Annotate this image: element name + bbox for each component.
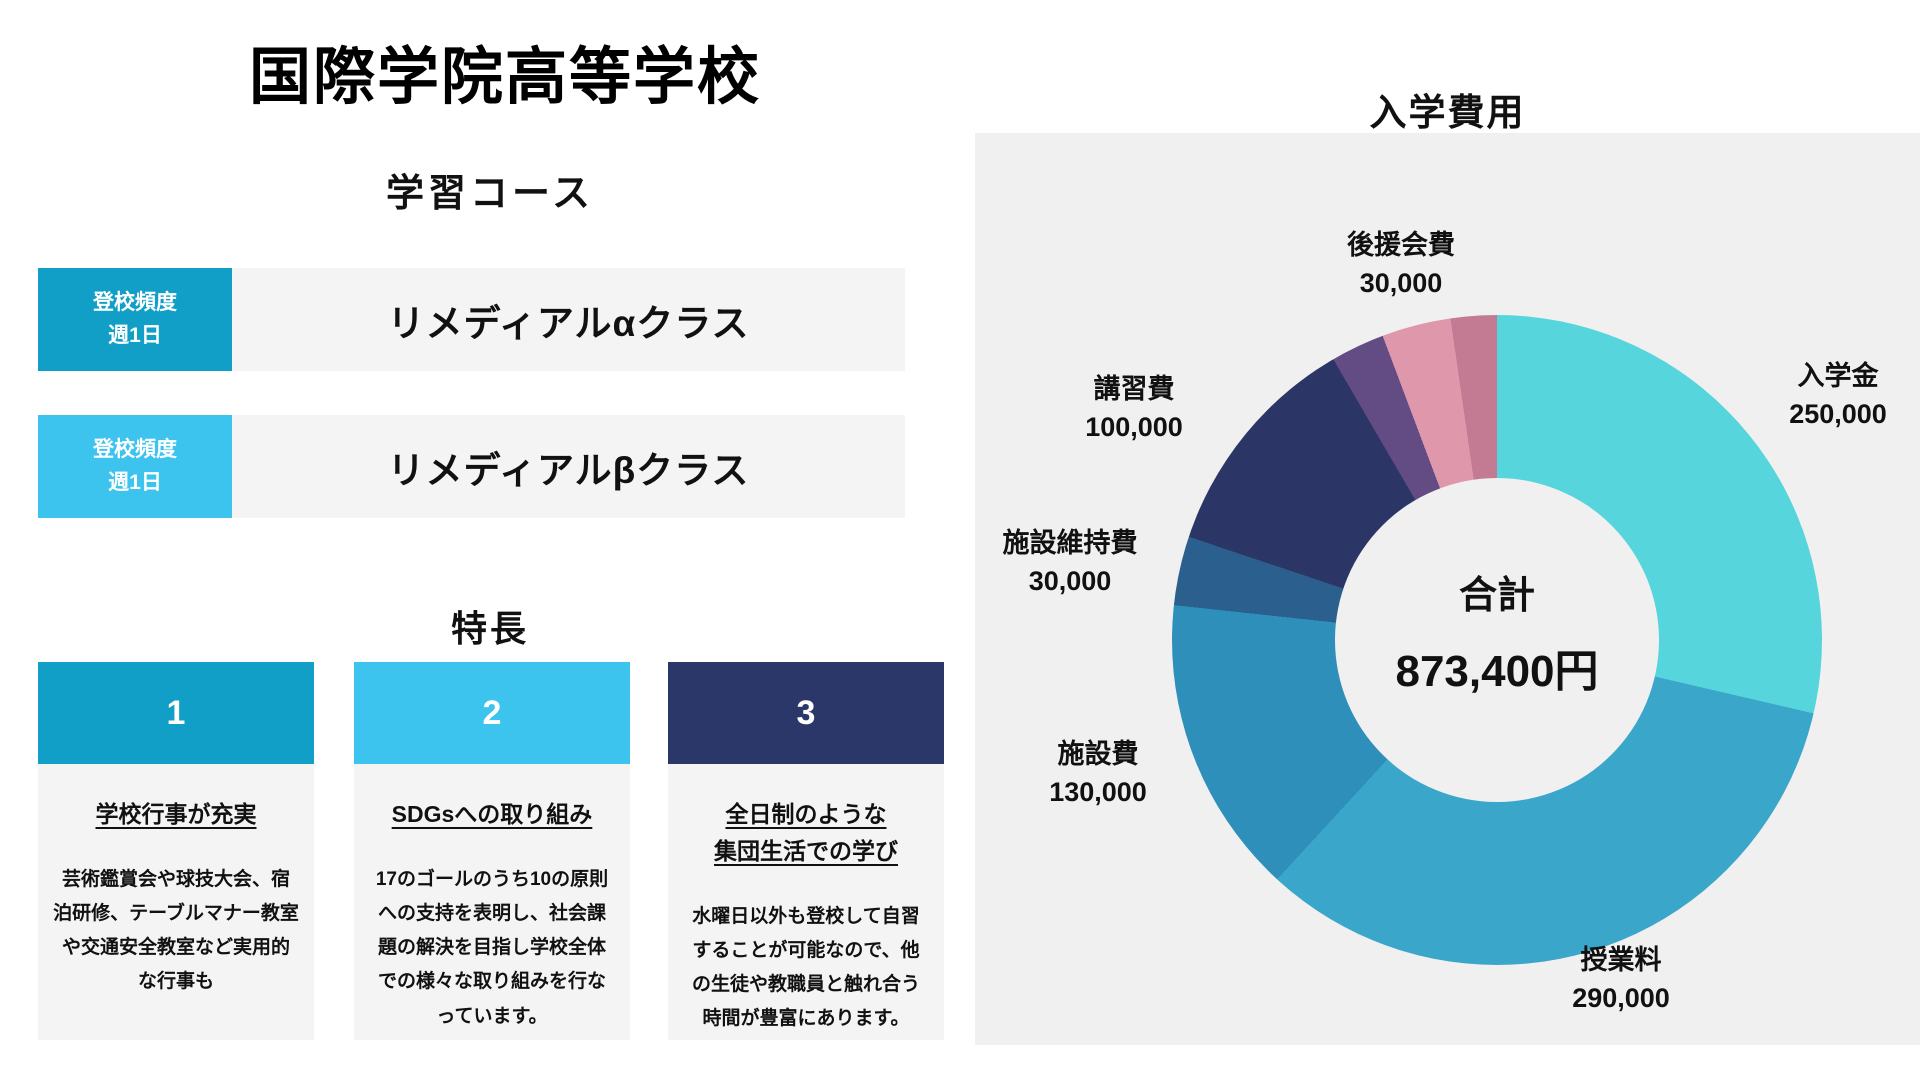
chart-label-tuition-fee: 授業料 290,000 (1481, 941, 1761, 1018)
feature-number: 1 (38, 662, 314, 764)
feature-card-1: 1 学校行事が充実 芸術鑑賞会や球技大会、宿泊研修、テーブルマナー教室や交通安全… (38, 662, 314, 1040)
chart-label-facility-fee: 施設費 130,000 (958, 735, 1238, 812)
chart-label-admission-fee: 入学金 250,000 (1698, 357, 1920, 434)
total-label: 合計 (1458, 574, 1535, 617)
feature-title-line: SDGsへの取り組み (391, 801, 593, 827)
course-row-beta: 登校頻度 週1日 リメディアルβクラス (38, 415, 905, 518)
segment-name: 入学金 (1797, 361, 1879, 391)
segment-value: 290,000 (1572, 983, 1670, 1014)
feature-title: 学校行事が充実 (53, 796, 299, 833)
school-title: 国際学院高等学校 (248, 43, 761, 112)
chart-label-course-fee: 講習費 100,000 (994, 370, 1274, 447)
course-name-beta: リメディアルβクラス (232, 415, 905, 518)
feature-card-3: 3 全日制のような 集団生活での学び 水曜日以外も登校して自習することが可能なの… (668, 662, 944, 1040)
feature-number: 2 (354, 662, 630, 764)
segment-name: 後援会費 (1347, 230, 1455, 260)
chart-label-supporters-fee: 後援会費 30,000 (1261, 226, 1541, 303)
feature-title: SDGsへの取り組み (369, 796, 615, 833)
segment-name: 授業料 (1580, 945, 1662, 975)
feature-card-2: 2 SDGsへの取り組み 17のゴールのうち10の原則への支持を表明し、社会課題… (354, 662, 630, 1040)
feature-text: 水曜日以外も登校して自習することが可能なので、他の生徒や教職員と触れ合う時間が豊… (691, 905, 920, 1030)
feature-title-line: 全日制のような (725, 801, 887, 827)
fees-chart-panel: 合計 873,400円 後援会費 30,000 入学金 250,000 講習費 … (975, 133, 1920, 1045)
feature-title: 全日制のような 集団生活での学び (683, 796, 929, 870)
feature-title-line: 学校行事が充実 (95, 801, 257, 827)
attendance-badge: 登校頻度 週1日 (38, 415, 232, 518)
feature-text: 17のゴールのうち10の原則への支持を表明し、社会課題の解決を目指し学校全体での… (375, 868, 609, 1027)
segment-value: 250,000 (1789, 399, 1887, 430)
segment-value: 30,000 (1359, 268, 1443, 299)
segment-value: 30,000 (1028, 566, 1112, 597)
segment-value: 130,000 (1049, 777, 1147, 808)
total-value: 873,400円 (1395, 646, 1599, 696)
feature-text: 芸術鑑賞会や球技大会、宿泊研修、テーブルマナー教室や交通安全教室など実用的な行事… (53, 868, 299, 993)
attendance-badge: 登校頻度 週1日 (38, 268, 232, 371)
segment-value: 100,000 (1085, 412, 1183, 443)
feature-body: 学校行事が充実 芸術鑑賞会や球技大会、宿泊研修、テーブルマナー教室や交通安全教室… (38, 764, 314, 1040)
chart-label-facility-maintenance-fee: 施設維持費 30,000 (930, 524, 1210, 601)
donut-center: 合計 873,400円 (1335, 478, 1659, 802)
feature-body: SDGsへの取り組み 17のゴールのうち10の原則への支持を表明し、社会課題の解… (354, 764, 630, 1040)
segment-name: 施設維持費 (1002, 528, 1138, 558)
course-name-alpha: リメディアルαクラス (232, 268, 905, 371)
features-heading: 特長 (450, 608, 529, 649)
courses-heading: 学習コース (385, 173, 595, 215)
chart-title: 入学費用 (1369, 92, 1526, 133)
feature-number: 3 (668, 662, 944, 764)
badge-frequency-value: 週1日 (108, 323, 162, 347)
feature-body: 全日制のような 集団生活での学び 水曜日以外も登校して自習することが可能なので、… (668, 764, 944, 1040)
course-row-alpha: 登校頻度 週1日 リメディアルαクラス (38, 268, 905, 371)
badge-frequency-value: 週1日 (108, 470, 162, 494)
badge-frequency-label: 登校頻度 (93, 437, 177, 461)
feature-title-line: 集団生活での学び (714, 837, 898, 864)
badge-frequency-label: 登校頻度 (93, 290, 177, 314)
segment-name: 施設費 (1057, 739, 1139, 769)
segment-name: 講習費 (1093, 374, 1175, 404)
